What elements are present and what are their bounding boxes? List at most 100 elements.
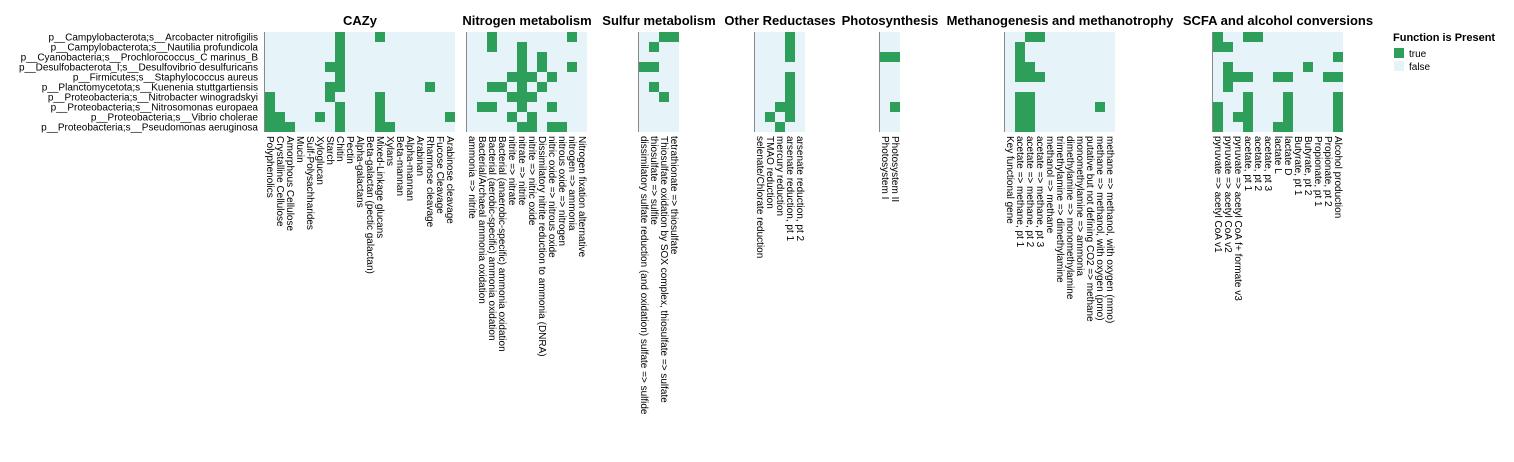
heatmap-cell xyxy=(375,92,385,102)
row-label: p__Planctomycetota;s__Kuenenia stuttgart… xyxy=(42,83,258,94)
column-label: Mucin xyxy=(294,136,305,163)
heatmap-cell xyxy=(1025,112,1035,122)
heatmap-cell xyxy=(425,82,435,92)
heatmap-cell xyxy=(335,52,345,62)
column-label: Arabinose cleavage xyxy=(444,136,455,224)
heatmap-cell xyxy=(890,52,900,62)
heatmap-cell xyxy=(547,72,557,82)
heatmap-cell xyxy=(1323,72,1333,82)
heatmap-cell xyxy=(265,102,275,112)
panel-background xyxy=(880,32,900,132)
column-label: acetate => methane, pt 2 xyxy=(1024,136,1035,248)
heatmap-cell xyxy=(1025,92,1035,102)
heatmap-cell xyxy=(557,122,567,132)
heatmap-cell xyxy=(1273,122,1283,132)
heatmap-cell xyxy=(1333,72,1343,82)
heatmap-cell xyxy=(375,122,385,132)
column-label: Starch xyxy=(324,136,335,165)
heatmap-cell xyxy=(1283,102,1293,112)
legend-swatch xyxy=(1394,48,1404,58)
heatmap-cell xyxy=(547,122,557,132)
panel-title: SCFA and alcohol conversions xyxy=(1183,13,1373,28)
column-label: Amorphous Cellulose xyxy=(284,136,295,231)
heatmap-cell xyxy=(375,32,385,42)
heatmap-cell xyxy=(335,42,345,52)
legend-label: false xyxy=(1409,62,1431,73)
column-label: Propionate, pt 2 xyxy=(1322,136,1333,207)
column-label: nitric oxide => nitrous oxide xyxy=(546,136,557,258)
panel-background xyxy=(265,32,455,132)
heatmap-cell xyxy=(567,62,577,72)
heatmap-cell xyxy=(785,92,795,102)
column-label: Butyrate, pt 2 xyxy=(1302,136,1313,196)
heatmap-cell xyxy=(1035,32,1045,42)
heatmap-cell xyxy=(649,82,659,92)
heatmap-cell xyxy=(1333,112,1343,122)
heatmap-cell xyxy=(1243,32,1253,42)
heatmap-cell xyxy=(325,92,335,102)
heatmap-cell xyxy=(335,102,345,112)
heatmap-cell xyxy=(1243,112,1253,122)
panel-title: Photosynthesis xyxy=(842,13,939,28)
column-label: Bacterial (anaerobic-specific) ammonia o… xyxy=(496,136,507,352)
heatmap-cell xyxy=(649,62,659,72)
heatmap-cell xyxy=(1223,72,1233,82)
column-label: Mixed-Linkage glucans xyxy=(374,136,385,238)
heatmap-cell xyxy=(785,102,795,112)
heatmap-cell xyxy=(1223,82,1233,92)
heatmap-cell xyxy=(1283,112,1293,122)
heatmap-cell xyxy=(1303,62,1313,72)
heatmap-cell xyxy=(527,92,537,102)
column-label: Propionate, pt 1 xyxy=(1312,136,1323,207)
heatmap-cell xyxy=(1025,62,1035,72)
column-label: pyruvate => acetyl CoA v1 xyxy=(1212,136,1223,253)
heatmap-cell xyxy=(1015,52,1025,62)
heatmap-cell xyxy=(1283,122,1293,132)
heatmap-cell xyxy=(1015,42,1025,52)
column-label: nitrite => nitrate xyxy=(506,136,517,206)
row-label: p__Proteobacteria;s__Nitrobacter winogra… xyxy=(48,93,258,104)
heatmap-cell xyxy=(785,112,795,122)
heatmap-cell xyxy=(517,82,527,92)
column-label: mercury reduction xyxy=(774,136,785,216)
column-label: Butyrate, pt 1 xyxy=(1292,136,1303,196)
column-label: dissimilatory sulfate reduction (and oxi… xyxy=(638,136,649,415)
column-label: Pectin xyxy=(344,136,355,164)
column-label: Bacterial (aerobic-specific) ammonia oxi… xyxy=(486,136,497,341)
column-label: Polyphenolics xyxy=(264,136,275,198)
panel-title: Nitrogen metabolism xyxy=(462,13,591,28)
column-label: putative but not defining CO2 => methane xyxy=(1084,136,1095,322)
heatmap-cell xyxy=(1015,92,1025,102)
column-label: Beta-mannan xyxy=(394,136,405,196)
heatmap-cell xyxy=(890,102,900,112)
column-label: acetate, pt 1 xyxy=(1242,136,1253,191)
column-label: Alcohol production xyxy=(1332,136,1343,218)
heatmap-cell xyxy=(517,102,527,112)
heatmap-cell xyxy=(517,72,527,82)
heatmap-cell xyxy=(1333,92,1343,102)
heatmap-cell xyxy=(527,112,537,122)
heatmap-cell xyxy=(775,122,785,132)
heatmap-cell xyxy=(507,72,517,82)
heatmap-cell xyxy=(785,72,795,82)
heatmap-cell xyxy=(1283,72,1293,82)
panel-title: Sulfur metabolism xyxy=(602,13,715,28)
heatmap-cell xyxy=(1233,112,1243,122)
heatmap-cell xyxy=(265,112,275,122)
column-label: nitrite => nitric oxide xyxy=(526,136,537,226)
legend-label: true xyxy=(1409,49,1427,60)
column-label: acetate, pt 2 xyxy=(1252,136,1263,191)
heatmap-cell xyxy=(567,32,577,42)
heatmap-cell xyxy=(1025,122,1035,132)
heatmap-cell xyxy=(527,122,537,132)
heatmap-cell xyxy=(335,82,345,92)
heatmap-cell xyxy=(1223,42,1233,52)
heatmap-cell xyxy=(1233,72,1243,82)
column-label: Nitrogen fixation alternative xyxy=(576,136,587,258)
heatmap-cell xyxy=(1025,32,1035,42)
column-label: lactate L xyxy=(1272,136,1283,174)
heatmap-cell xyxy=(275,122,285,132)
heatmap-cell xyxy=(669,32,679,42)
heatmap-cell xyxy=(315,112,325,122)
